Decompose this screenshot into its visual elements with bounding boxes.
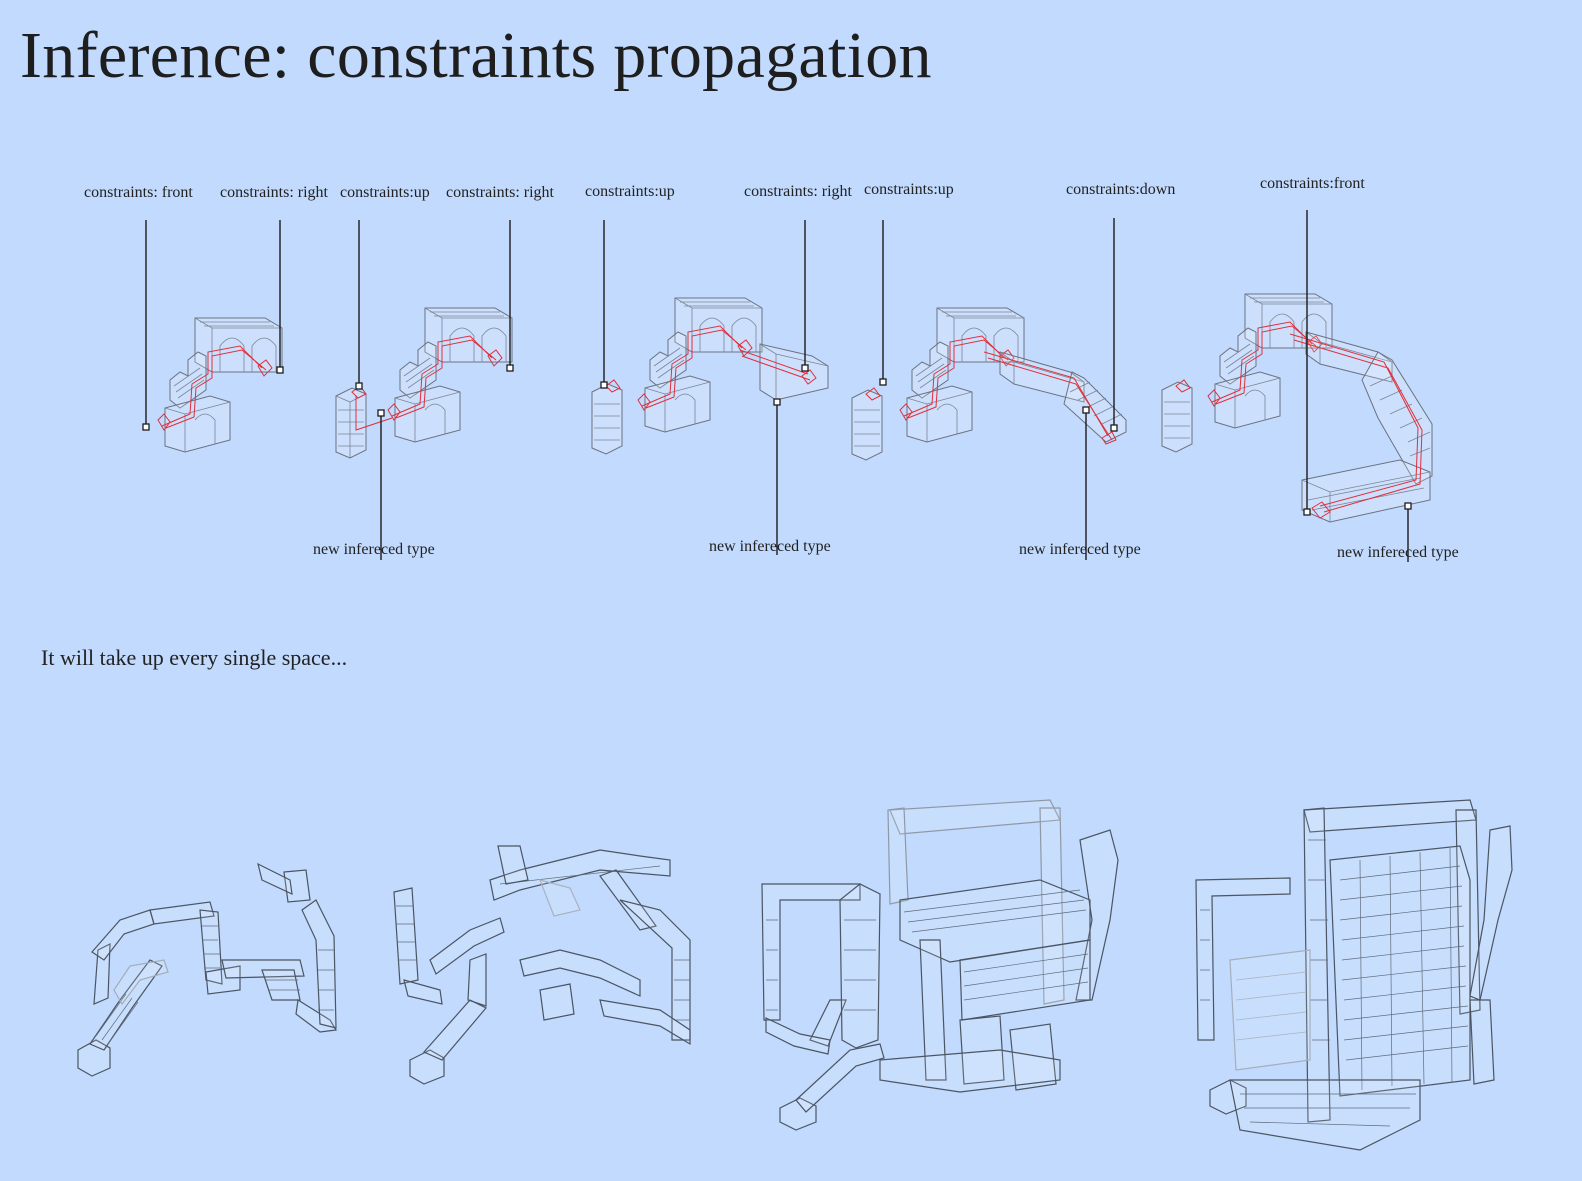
marker-front-1 — [142, 423, 150, 431]
label-constraint-up-1: constraints:up — [340, 184, 430, 201]
marker-up-3 — [879, 378, 887, 386]
label-constraint-right-2: constraints: right — [446, 184, 554, 201]
marker-right-1 — [276, 366, 284, 374]
label-constraint-up-2: constraints:up — [585, 183, 675, 200]
marker-right-3 — [801, 364, 809, 372]
page-title: Inference: constraints propagation — [20, 19, 932, 92]
step-5-module — [1161, 293, 1433, 523]
label-new-inferred-type-4: new infereced type — [1337, 544, 1459, 561]
label-constraint-up-3: constraints:up — [864, 181, 954, 198]
marker-right-2 — [506, 364, 514, 372]
caption-text: It will take up every single space... — [41, 645, 348, 670]
step-4-module — [851, 307, 1127, 461]
growth-structure-3 — [761, 799, 1119, 1131]
growth-structure-2 — [393, 845, 691, 1085]
growth-structure-1 — [77, 862, 337, 1077]
step-1-module — [157, 317, 283, 453]
marker-inferred-3 — [1082, 406, 1090, 414]
step-3-module — [591, 297, 829, 455]
label-constraint-front-2: constraints:front — [1260, 175, 1365, 192]
marker-up-1 — [355, 382, 363, 390]
label-constraint-front-1: constraints: front — [84, 184, 193, 201]
marker-inferred-2 — [773, 398, 781, 406]
marker-inferred-1 — [377, 409, 385, 417]
step-2-module — [335, 307, 513, 459]
marker-front-2 — [1303, 508, 1311, 516]
label-constraint-right-3: constraints: right — [744, 183, 852, 200]
marker-inferred-4 — [1404, 502, 1412, 510]
label-new-inferred-type-3: new infereced type — [1019, 541, 1141, 558]
marker-up-2 — [600, 381, 608, 389]
label-constraint-right-1: constraints: right — [220, 184, 328, 201]
label-new-inferred-type-1: new infereced type — [313, 541, 435, 558]
marker-down — [1110, 424, 1118, 432]
label-constraint-down: constraints:down — [1066, 181, 1176, 198]
growth-structure-4 — [1195, 799, 1513, 1151]
label-new-inferred-type-2: new infereced type — [709, 538, 831, 555]
